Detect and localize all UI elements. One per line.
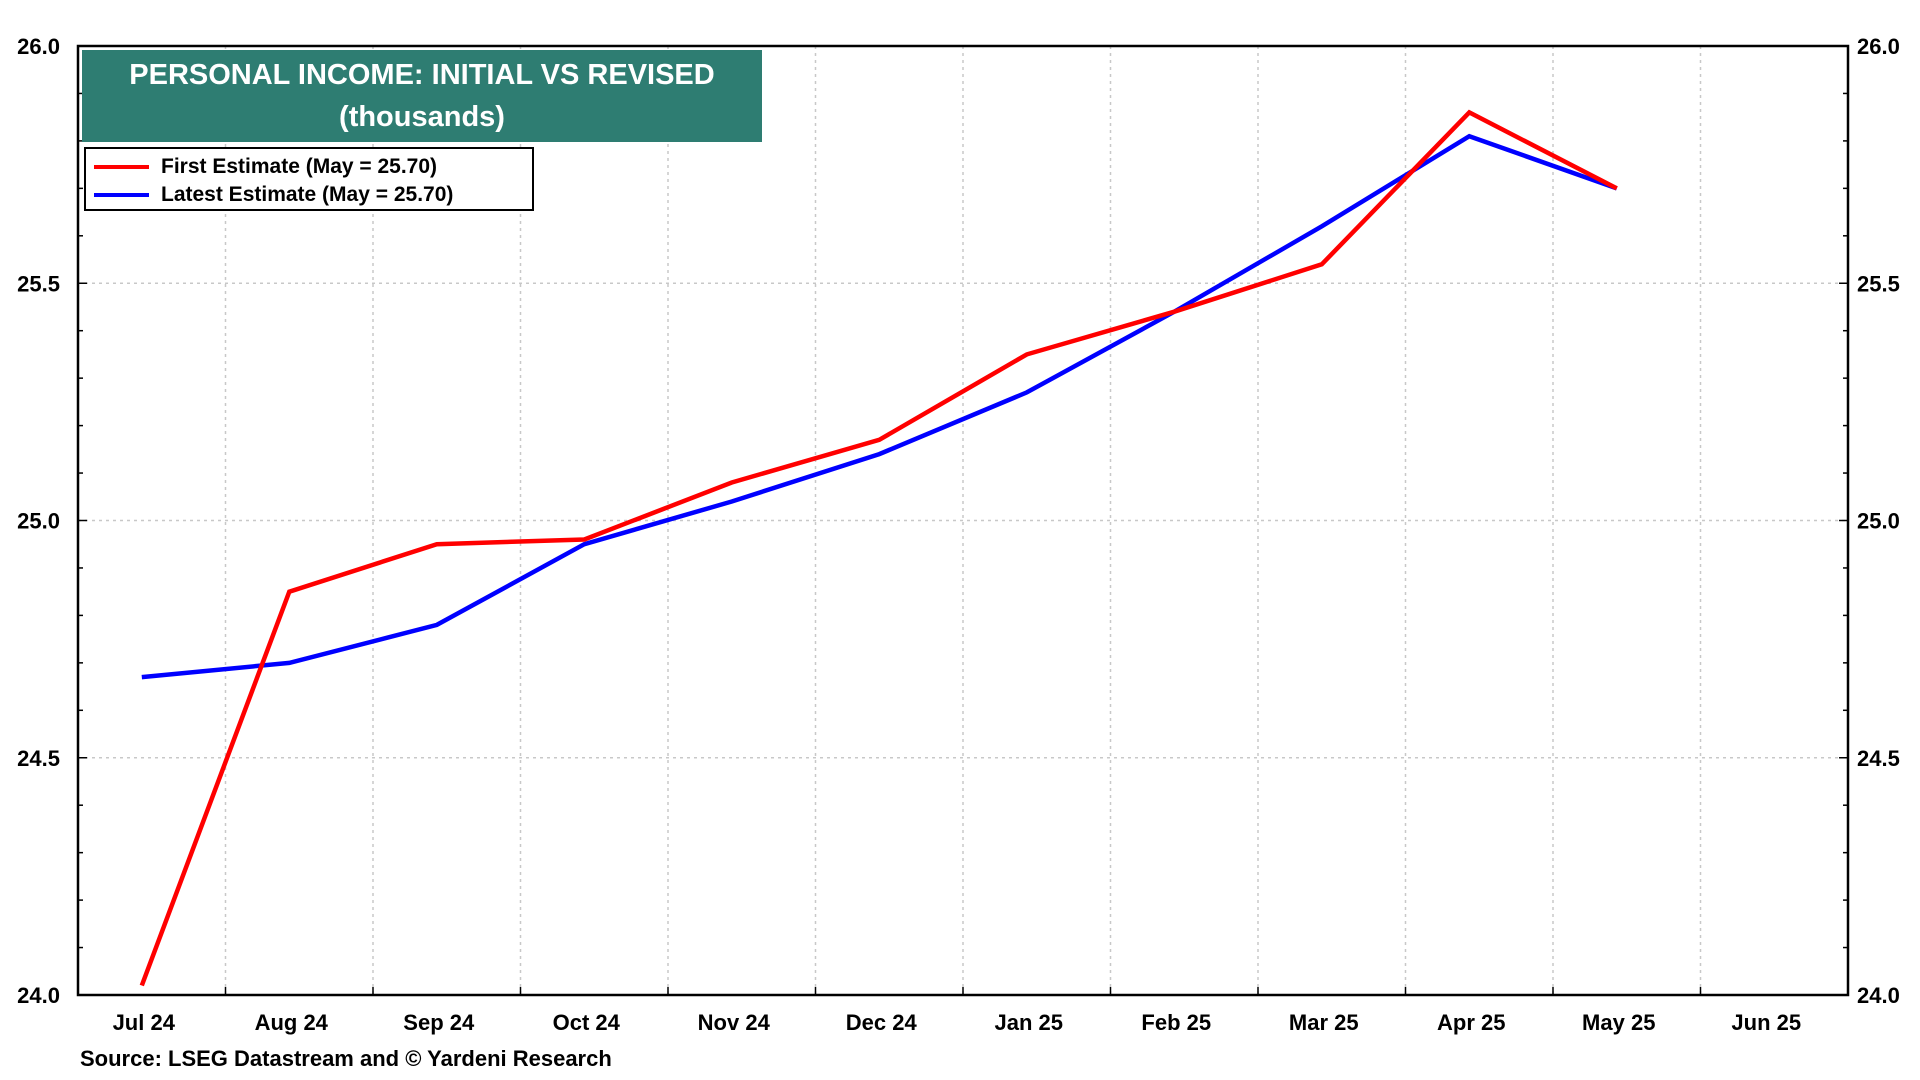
x-tick-label: Feb 25 [1141,1010,1211,1035]
y-tick-label-left: 25.0 [17,509,60,534]
series-lines [139,109,1618,987]
chart-title: PERSONAL INCOME: INITIAL VS REVISED [129,59,715,91]
series-line-first-estimate [139,109,1618,987]
x-tick-label: Oct 24 [553,1010,621,1035]
y-tick-label-left: 26.0 [17,34,60,59]
x-tick-label: Dec 24 [846,1010,918,1035]
series-line-latest-estimate [141,133,1618,680]
x-tick-label: Jan 25 [995,1010,1064,1035]
y-tick-label-left: 24.0 [17,983,60,1008]
x-tick-label: Jun 25 [1731,1010,1801,1035]
chart-subtitle: (thousands) [339,101,505,133]
legend: First Estimate (May = 25.70) Latest Esti… [84,147,534,211]
y-tick-label-left: 25.5 [17,271,60,296]
x-tick-label: Aug 24 [255,1010,329,1035]
legend-item-first-estimate: First Estimate (May = 25.70) [94,153,437,181]
legend-swatch-latest-estimate [94,193,149,197]
legend-swatch-first-estimate [94,165,149,169]
x-tick-label: Nov 24 [698,1010,771,1035]
x-tick-label: Apr 25 [1437,1010,1505,1035]
legend-label-latest-estimate: Latest Estimate (May = 25.70) [161,183,454,206]
x-tick-label: Sep 24 [403,1010,475,1035]
x-tick-label: May 25 [1582,1010,1655,1035]
y-tick-label-left: 24.5 [17,746,60,771]
y-tick-label-right: 24.5 [1857,746,1900,771]
x-tick-label: Jul 24 [113,1010,176,1035]
y-tick-label-right: 25.0 [1857,509,1900,534]
source-note: Source: LSEG Datastream and © Yardeni Re… [80,1046,612,1071]
legend-label-first-estimate: First Estimate (May = 25.70) [161,155,438,178]
chart-title-box: PERSONAL INCOME: INITIAL VS REVISED (tho… [82,50,762,142]
x-tick-label: Mar 25 [1289,1010,1359,1035]
axes: 24.0 24.0 24.5 24.5 25.0 25.0 25.5 25.5 26.0 26.0… [17,34,1900,1035]
y-tick-label-right: 24.0 [1857,983,1900,1008]
y-tick-label-right: 26.0 [1857,34,1900,59]
y-tick-label-right: 25.5 [1857,271,1900,296]
legend-item-latest-estimate: Latest Estimate (May = 25.70) [94,181,453,209]
